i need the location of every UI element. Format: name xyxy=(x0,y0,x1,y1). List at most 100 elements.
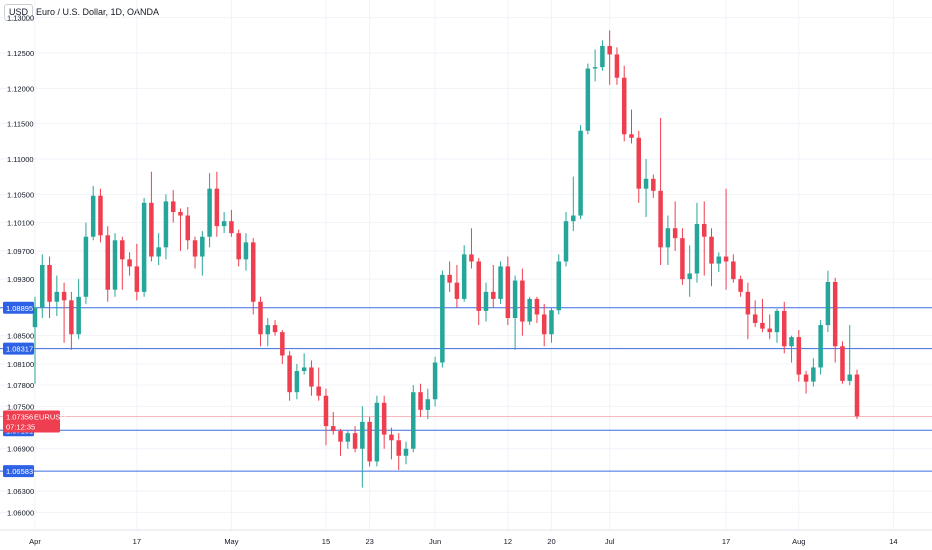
price-labels: 1.088951.083171.071611.065831.07356EURUS… xyxy=(3,301,66,478)
last-price-tag xyxy=(3,410,60,433)
last-price-symbol: EURUSD xyxy=(34,413,66,422)
candle-down xyxy=(651,178,656,191)
price-axis[interactable]: 1.13000 1.12500 1.12000 1.11500 1.11000 1.105… xyxy=(7,14,34,518)
candle-down xyxy=(607,45,612,55)
candle-up xyxy=(156,247,161,257)
candle-up xyxy=(694,224,700,274)
candle-down xyxy=(709,236,714,264)
candle-down xyxy=(309,367,314,387)
candle-down xyxy=(447,274,452,283)
candle-down xyxy=(534,298,540,315)
candle-up xyxy=(716,256,722,264)
candle-down xyxy=(738,279,743,292)
candle-up xyxy=(54,291,60,302)
candles xyxy=(32,30,860,488)
candle-down xyxy=(731,261,736,280)
candle-up xyxy=(403,448,409,456)
y-tick-label: 1.10500 xyxy=(7,190,34,199)
y-tick-label: 1.07500 xyxy=(7,402,34,411)
candle-up xyxy=(483,291,489,311)
candle-down xyxy=(367,421,372,462)
candle-down xyxy=(752,314,758,323)
candle-up xyxy=(818,325,823,368)
candle-up xyxy=(665,228,671,248)
x-tick-label: 17 xyxy=(722,537,730,546)
y-tick-label: 1.12500 xyxy=(7,49,34,58)
candle-up xyxy=(512,280,518,318)
candle-up xyxy=(440,274,445,363)
x-tick-label: 14 xyxy=(889,537,897,546)
candle-up xyxy=(774,310,780,333)
candle-down xyxy=(61,291,67,301)
y-tick-label: 1.06900 xyxy=(7,445,34,454)
candle-down xyxy=(621,77,627,135)
candle-down xyxy=(491,291,496,299)
candle-down xyxy=(149,202,154,257)
price-line-tag xyxy=(3,465,34,478)
price-line-tag xyxy=(3,301,34,314)
candle-up xyxy=(345,433,351,442)
candle-down xyxy=(803,374,809,382)
candle-up xyxy=(163,201,169,248)
candle-up xyxy=(556,261,562,311)
y-tick-label: 1.09300 xyxy=(7,275,34,284)
candle-up xyxy=(498,266,503,299)
currency-selector[interactable]: USD xyxy=(4,4,34,21)
candle-down xyxy=(250,242,256,302)
candle-up xyxy=(83,236,89,297)
x-tick-label: 17 xyxy=(133,537,141,546)
candle-up xyxy=(243,242,249,260)
candle-down xyxy=(316,386,321,396)
candle-up xyxy=(549,310,554,335)
x-tick-label: May xyxy=(224,537,238,546)
candle-up xyxy=(374,402,380,462)
candle-up xyxy=(301,367,307,371)
candle-down xyxy=(330,426,336,432)
candle-down xyxy=(185,215,191,241)
candle-up xyxy=(563,221,569,262)
candle-up xyxy=(585,68,591,131)
candle-up xyxy=(578,130,583,216)
candle-up xyxy=(643,178,649,189)
candle-down xyxy=(672,228,678,239)
x-tick-label: Jul xyxy=(605,537,615,546)
candle-down xyxy=(134,266,140,292)
candle-up xyxy=(76,296,81,335)
x-tick-label: Jun xyxy=(429,537,441,546)
candle-down xyxy=(476,261,481,311)
y-tick-label: 1.09700 xyxy=(7,247,34,256)
y-tick-label: 1.11000 xyxy=(7,155,34,164)
candle-down xyxy=(701,224,707,237)
y-tick-label: 1.10100 xyxy=(7,219,34,228)
candle-down xyxy=(98,195,103,236)
candle-down xyxy=(796,337,802,375)
candle-down xyxy=(396,440,401,456)
bar-countdown: 07:12:35 xyxy=(6,423,35,432)
candle-down xyxy=(258,301,263,335)
x-tick-label: 12 xyxy=(504,537,512,546)
x-tick-label: Apr xyxy=(29,537,41,546)
candle-down xyxy=(723,256,729,262)
candle-up xyxy=(411,392,416,449)
candle-up xyxy=(32,307,38,328)
price-line-tag xyxy=(3,342,34,355)
candle-up xyxy=(527,298,532,322)
candle-down xyxy=(745,291,751,315)
candle-down xyxy=(629,134,634,138)
y-tick-label: 1.06000 xyxy=(7,508,34,517)
candle-down xyxy=(454,282,460,299)
time-axis[interactable]: Apr17May1523Jun1220Jul17Aug1422Sep1119 xyxy=(0,529,932,546)
x-tick-label: Aug xyxy=(792,537,805,546)
candle-up xyxy=(207,188,212,237)
candle-down xyxy=(352,433,358,449)
candle-up xyxy=(461,254,467,299)
candle-up xyxy=(294,371,300,393)
candle-down xyxy=(214,188,220,227)
candle-down xyxy=(389,434,394,441)
y-tick-label: 1.13000 xyxy=(7,14,34,23)
price-line-tag-label: 1.08895 xyxy=(6,304,33,313)
candle-down xyxy=(287,355,292,393)
candle-up xyxy=(221,221,227,227)
candle-down xyxy=(541,314,547,335)
